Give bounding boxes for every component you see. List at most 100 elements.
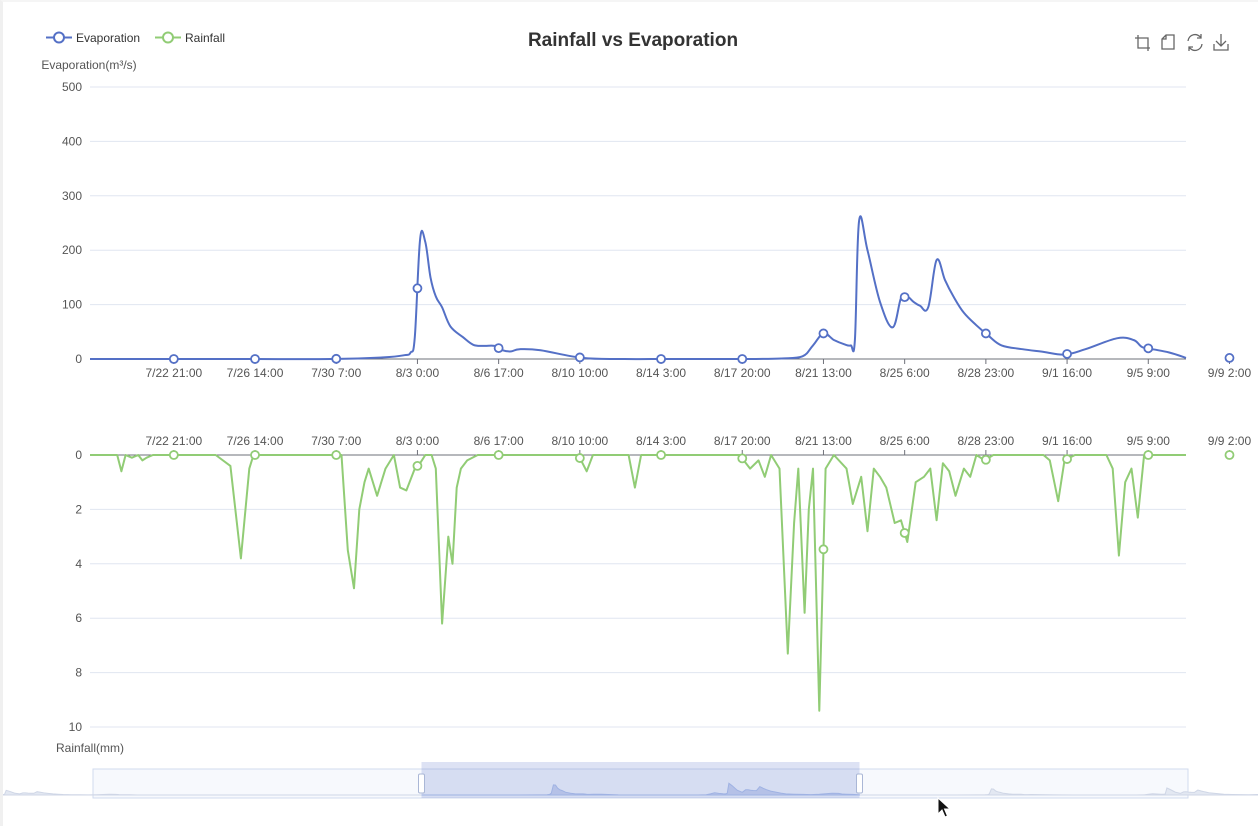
rainfall-point[interactable] xyxy=(737,453,748,464)
legend-rainfall-label: Rainfall xyxy=(185,31,225,45)
rainfall-x-tick-label: 7/26 14:00 xyxy=(227,434,284,448)
evaporation-point[interactable] xyxy=(331,353,342,364)
evaporation-y-ticks: 0 100 200 300 400 500 xyxy=(62,80,82,366)
rainfall-x-tick-label: 8/17 20:00 xyxy=(714,434,771,448)
rainfall-point[interactable] xyxy=(331,450,342,460)
evaporation-x-tick-label: 8/3 0:00 xyxy=(396,366,440,380)
rainfall-point[interactable] xyxy=(412,460,423,471)
rainfall-x-tick-label: 9/9 2:00 xyxy=(1208,434,1252,448)
data-zoom-preview-selected xyxy=(421,782,860,796)
evaporation-x-tick-label: 8/14 3:00 xyxy=(636,366,686,380)
legend-evaporation-marker xyxy=(53,31,65,44)
rainfall-axis-name: Rainfall(mm) xyxy=(56,741,124,755)
toolbox xyxy=(1133,32,1231,52)
rainfall-y-tick-label: 8 xyxy=(75,666,82,680)
evaporation-point[interactable] xyxy=(980,328,991,339)
rainfall-x-tick-label: 8/10 10:00 xyxy=(551,434,608,448)
evaporation-x-tick-label: 8/28 23:00 xyxy=(958,366,1015,380)
rainfall-y-tick-label: 4 xyxy=(75,557,82,571)
rainfall-x-tick-label: 8/14 3:00 xyxy=(636,434,686,448)
rainfall-point[interactable] xyxy=(1143,450,1154,460)
evaporation-x-tick-label: 8/6 17:00 xyxy=(474,366,524,380)
evaporation-x-ticks: 7/22 21:00 7/26 14:00 7/30 7:00 8/3 0:00 8/6… xyxy=(145,359,1251,380)
rainfall-x-tick-label: 8/6 17:00 xyxy=(474,434,524,448)
evaporation-point[interactable] xyxy=(250,354,260,364)
evaporation-x-tick-label: 7/26 14:00 xyxy=(227,366,284,380)
evaporation-x-tick-label: 8/17 20:00 xyxy=(714,366,771,380)
legend-item-evaporation[interactable]: Evaporation xyxy=(46,31,140,45)
evaporation-line xyxy=(90,215,1187,361)
evaporation-x-tick-label: 7/30 7:00 xyxy=(311,366,361,380)
rainfall-point[interactable] xyxy=(656,450,666,460)
evaporation-point[interactable] xyxy=(493,343,504,354)
legend-item-rainfall[interactable]: Rainfall xyxy=(155,31,225,45)
evaporation-point[interactable] xyxy=(899,292,910,303)
legend-rainfall-marker xyxy=(162,31,174,44)
evaporation-x-tick-label: 8/10 10:00 xyxy=(551,366,608,380)
evaporation-y-tick-label: 100 xyxy=(62,298,82,312)
evaporation-x-tick-label: 8/21 13:00 xyxy=(795,366,852,380)
rainfall-x-tick-label: 9/1 16:00 xyxy=(1042,434,1092,448)
rainfall-x-tick-label: 8/21 13:00 xyxy=(795,434,852,448)
evaporation-point[interactable] xyxy=(168,354,179,364)
evaporation-x-tick-label: 8/25 6:00 xyxy=(880,366,930,380)
evaporation-point[interactable] xyxy=(737,354,748,364)
rainfall-x-tick-label: 7/22 21:00 xyxy=(145,434,202,448)
evaporation-point[interactable] xyxy=(818,328,829,339)
rainfall-point[interactable] xyxy=(818,544,829,555)
evaporation-point[interactable] xyxy=(1224,353,1235,363)
evaporation-axis-name: Evaporation(m³/s) xyxy=(41,58,136,72)
evaporation-point[interactable] xyxy=(1062,349,1072,359)
rainfall-x-tick-label: 9/5 9:00 xyxy=(1127,434,1171,448)
rainfall-point[interactable] xyxy=(1224,450,1235,460)
data-zoom-slider[interactable] xyxy=(0,762,1258,799)
rainfall-point[interactable] xyxy=(168,450,179,460)
evaporation-x-tick-label: 9/1 16:00 xyxy=(1042,366,1092,380)
rainfall-y-tick-label: 2 xyxy=(75,502,82,516)
zoom-icon[interactable] xyxy=(1133,32,1153,52)
rainfall-grid xyxy=(90,454,1186,728)
evaporation-y-tick-label: 200 xyxy=(62,243,82,257)
evaporation-point[interactable] xyxy=(412,283,423,294)
evaporation-x-tick-label: 7/22 21:00 xyxy=(145,366,202,380)
evaporation-x-tick-label: 9/9 2:00 xyxy=(1208,366,1252,380)
rainfall-y-ticks: 0 2 4 6 8 10 xyxy=(69,448,83,734)
data-zoom-handle-left[interactable] xyxy=(418,773,425,794)
rainfall-y-tick-label: 10 xyxy=(69,720,83,734)
rainfall-y-tick-label: 0 xyxy=(75,448,82,462)
rainfall-point[interactable] xyxy=(980,454,991,465)
rainfall-point[interactable] xyxy=(1062,454,1072,464)
evaporation-y-tick-label: 500 xyxy=(62,80,82,94)
rainfall-x-ticks: 7/22 21:00 7/26 14:00 7/30 7:00 8/3 0:00 8/6… xyxy=(145,434,1251,455)
evaporation-y-tick-label: 0 xyxy=(75,352,82,366)
evaporation-x-tick-label: 9/5 9:00 xyxy=(1127,366,1171,380)
data-zoom-move-handle[interactable] xyxy=(421,762,860,769)
rainfall-x-tick-label: 7/30 7:00 xyxy=(311,434,361,448)
legend: Evaporation Rainfall xyxy=(46,31,225,45)
zoom-reset-icon[interactable] xyxy=(1159,32,1179,52)
chart-canvas: Rainfall vs Evaporation Evaporation Rain… xyxy=(0,30,1258,818)
evaporation-point[interactable] xyxy=(1143,343,1154,354)
evaporation-grid xyxy=(90,86,1186,360)
series-evaporation xyxy=(90,215,1235,364)
data-zoom-preview xyxy=(0,787,1258,796)
chart-title: Rainfall vs Evaporation xyxy=(528,30,738,51)
data-zoom-handle-right[interactable] xyxy=(856,773,863,794)
legend-evaporation-label: Evaporation xyxy=(76,31,140,45)
evaporation-y-tick-label: 300 xyxy=(62,189,82,203)
rainfall-x-tick-label: 8/28 23:00 xyxy=(958,434,1015,448)
data-zoom-window[interactable] xyxy=(421,769,860,798)
rainfall-point[interactable] xyxy=(250,450,260,460)
download-icon[interactable] xyxy=(1211,32,1231,52)
series-rainfall xyxy=(90,450,1235,712)
rainfall-point[interactable] xyxy=(493,450,504,460)
rainfall-x-tick-label: 8/3 0:00 xyxy=(396,434,440,448)
evaporation-point[interactable] xyxy=(574,352,585,363)
evaporation-y-tick-label: 400 xyxy=(62,134,82,148)
rainfall-x-tick-label: 8/25 6:00 xyxy=(880,434,930,448)
rainfall-point[interactable] xyxy=(574,453,585,463)
evaporation-point[interactable] xyxy=(656,354,666,364)
restore-icon[interactable] xyxy=(1185,32,1205,52)
rainfall-point[interactable] xyxy=(899,528,910,538)
